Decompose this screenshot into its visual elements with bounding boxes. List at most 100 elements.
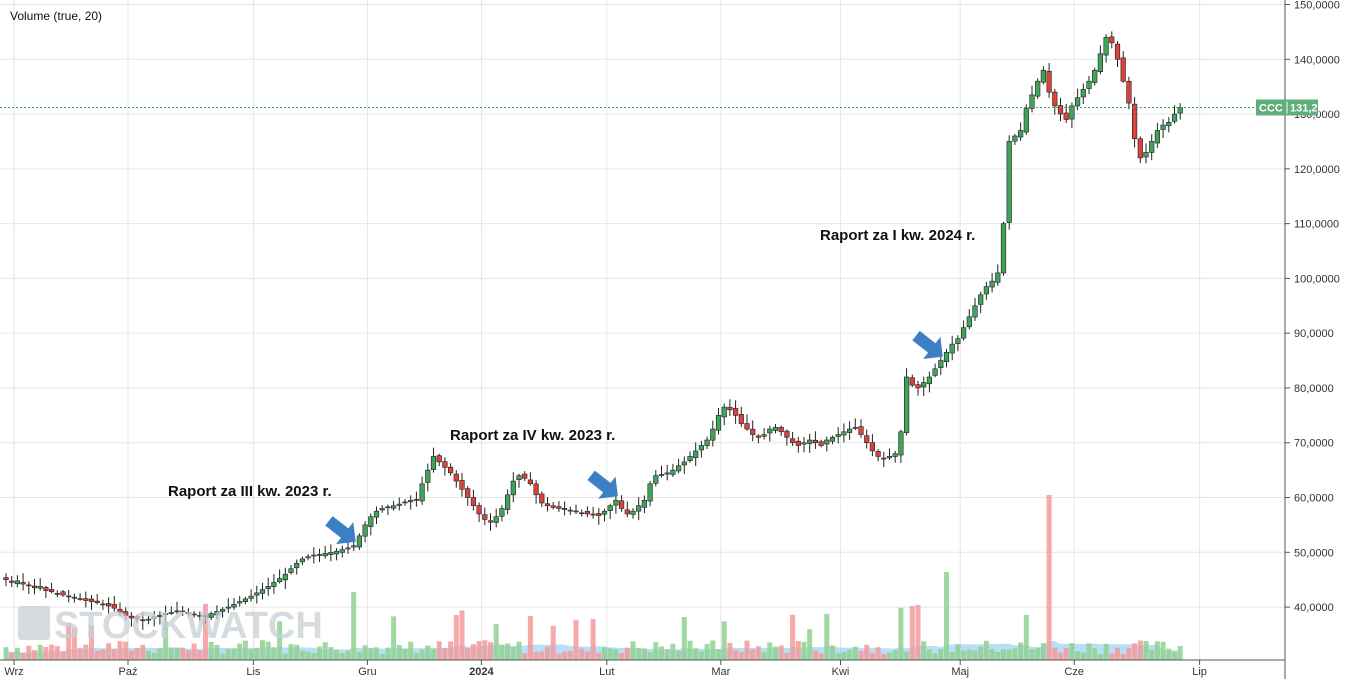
candle[interactable] — [596, 508, 602, 525]
candle[interactable] — [14, 575, 20, 588]
candle[interactable] — [727, 399, 733, 416]
candle[interactable] — [801, 436, 807, 453]
candle[interactable] — [875, 449, 881, 462]
candle[interactable] — [242, 596, 249, 605]
candle[interactable] — [1137, 136, 1143, 164]
candle[interactable] — [1035, 78, 1041, 99]
candle[interactable] — [345, 542, 351, 554]
candle[interactable] — [1092, 67, 1098, 86]
candle[interactable] — [1143, 143, 1149, 164]
candle[interactable] — [356, 533, 363, 550]
candle[interactable] — [465, 486, 471, 506]
candle[interactable] — [1086, 75, 1092, 95]
candle[interactable] — [932, 363, 938, 378]
candle[interactable] — [134, 614, 140, 624]
candle[interactable] — [282, 567, 288, 590]
candle[interactable] — [767, 425, 773, 442]
candle[interactable] — [829, 435, 836, 445]
candle[interactable] — [117, 602, 123, 617]
candle[interactable] — [123, 607, 129, 620]
candle[interactable] — [704, 436, 710, 449]
candle[interactable] — [20, 573, 26, 591]
candle[interactable] — [681, 456, 687, 474]
candle[interactable] — [926, 371, 932, 393]
candle[interactable] — [379, 505, 385, 513]
candle[interactable] — [755, 434, 761, 444]
candle[interactable] — [556, 501, 562, 512]
candle[interactable] — [915, 380, 921, 396]
candle[interactable] — [453, 470, 459, 488]
candle[interactable] — [362, 521, 368, 543]
candle[interactable] — [1057, 98, 1064, 122]
candle[interactable] — [197, 611, 203, 622]
candle[interactable] — [145, 615, 152, 625]
candle[interactable] — [972, 298, 978, 321]
candle[interactable] — [1109, 31, 1115, 49]
candle[interactable] — [744, 414, 750, 431]
candle[interactable] — [824, 436, 830, 452]
candle[interactable] — [265, 577, 271, 596]
candle[interactable] — [305, 554, 311, 561]
candle[interactable] — [1132, 97, 1138, 148]
candle[interactable] — [561, 501, 568, 516]
candle[interactable] — [151, 611, 157, 627]
candle[interactable] — [66, 589, 72, 603]
candle[interactable] — [396, 497, 402, 511]
candle[interactable] — [903, 368, 910, 436]
candle[interactable] — [858, 419, 864, 438]
candle[interactable] — [231, 597, 237, 610]
candle[interactable] — [584, 506, 590, 517]
candle[interactable] — [687, 451, 693, 463]
candle[interactable] — [208, 611, 214, 621]
candle[interactable] — [550, 501, 556, 510]
candle[interactable] — [670, 463, 676, 478]
candle[interactable] — [567, 506, 573, 515]
candle[interactable] — [180, 605, 186, 617]
candle[interactable] — [892, 450, 898, 463]
candle[interactable] — [601, 508, 608, 522]
candle[interactable] — [1120, 51, 1126, 83]
candle[interactable] — [573, 504, 579, 514]
candle[interactable] — [351, 541, 357, 551]
candle[interactable] — [960, 320, 967, 341]
candle[interactable] — [60, 589, 66, 597]
candle[interactable] — [664, 464, 670, 481]
candle[interactable] — [812, 431, 818, 449]
candle[interactable] — [841, 423, 847, 443]
candle[interactable] — [37, 578, 43, 591]
candle[interactable] — [191, 611, 197, 618]
candle[interactable] — [185, 608, 192, 617]
candle[interactable] — [533, 480, 539, 504]
candle[interactable] — [618, 495, 625, 512]
candle[interactable] — [9, 575, 15, 587]
candle[interactable] — [248, 589, 254, 602]
candle[interactable] — [795, 436, 801, 453]
candle[interactable] — [1023, 104, 1029, 135]
candle[interactable] — [784, 429, 790, 446]
candle[interactable] — [402, 498, 408, 506]
candle[interactable] — [288, 565, 294, 575]
candle[interactable] — [636, 497, 642, 521]
candle[interactable] — [527, 472, 533, 486]
candle[interactable] — [459, 472, 465, 497]
candle[interactable] — [1160, 119, 1166, 138]
candle[interactable] — [311, 547, 317, 564]
candle[interactable] — [482, 507, 488, 526]
candle[interactable] — [789, 431, 796, 446]
candle[interactable] — [579, 509, 585, 517]
candle[interactable] — [966, 309, 972, 330]
candle[interactable] — [54, 590, 60, 598]
candle[interactable] — [949, 335, 955, 361]
candle[interactable] — [864, 429, 870, 449]
candle[interactable] — [898, 429, 904, 463]
candle[interactable] — [373, 506, 380, 524]
candle[interactable] — [1040, 66, 1046, 85]
candle[interactable] — [499, 504, 505, 522]
candle[interactable] — [738, 406, 744, 427]
candle[interactable] — [237, 595, 243, 607]
candle[interactable] — [333, 547, 340, 561]
candle[interactable] — [1097, 45, 1103, 75]
candle[interactable] — [869, 434, 875, 457]
candle[interactable] — [504, 489, 511, 515]
